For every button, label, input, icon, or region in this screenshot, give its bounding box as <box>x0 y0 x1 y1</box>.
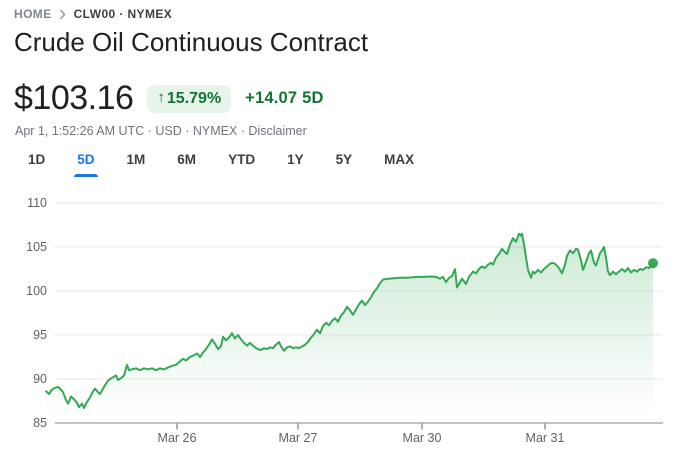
breadcrumb-home-link[interactable]: HOME <box>14 7 52 21</box>
quote-meta: Apr 1, 1:52:26 AM UTC · USD · NYMEX · Di… <box>15 124 307 138</box>
disclaimer-link[interactable]: Disclaimer <box>248 124 307 138</box>
chart-axis-ticks <box>176 423 546 430</box>
tab-1y[interactable]: 1Y <box>287 152 304 167</box>
y-axis-label: 95 <box>33 328 47 342</box>
tab-5d[interactable]: 5D <box>74 148 98 177</box>
tab-6m[interactable]: 6M <box>177 152 197 167</box>
price-value: $103.16 <box>14 79 134 117</box>
price-area-fill <box>46 233 653 423</box>
x-axis-label: Mar 27 <box>278 431 318 445</box>
x-axis-label: Mar 26 <box>157 431 197 445</box>
change-absolute: +14.07 5D <box>245 89 324 107</box>
y-axis-label: 110 <box>27 196 47 210</box>
x-axis-label: Mar 31 <box>525 431 565 445</box>
chevron-right-icon <box>59 8 67 20</box>
x-axis-label: Mar 30 <box>402 431 442 445</box>
last-price-dot <box>648 258 658 269</box>
price-line <box>45 232 654 409</box>
tab-ytd[interactable]: YTD <box>228 152 256 167</box>
breadcrumb-ticker: CLW00 · NYMEX <box>73 7 173 21</box>
page-title: Crude Oil Continuous Contract <box>14 27 369 57</box>
y-axis-label: 105 <box>26 240 47 254</box>
tab-1d[interactable]: 1D <box>28 152 46 167</box>
breadcrumb: HOME CLW00 · NYMEX <box>14 7 172 21</box>
up-arrow-icon: ↑ <box>157 89 165 106</box>
change-percent-badge: ↑ 15.79% <box>147 84 232 113</box>
chart-gridlines <box>55 202 663 424</box>
tab-1m[interactable]: 1M <box>126 152 146 167</box>
tab-5y[interactable]: 5Y <box>335 152 353 167</box>
y-axis-label: 85 <box>33 416 47 430</box>
quote-row: $103.16 ↑ 15.79% +14.07 5D <box>14 79 324 118</box>
range-tabs: 1D 5D 1M 6M YTD 1Y 5Y MAX <box>0 148 414 177</box>
y-axis-label: 100 <box>26 284 47 298</box>
y-axis-label: 90 <box>33 372 47 386</box>
change-percent-value: 15.79% <box>166 89 222 107</box>
tab-max[interactable]: MAX <box>384 152 415 167</box>
